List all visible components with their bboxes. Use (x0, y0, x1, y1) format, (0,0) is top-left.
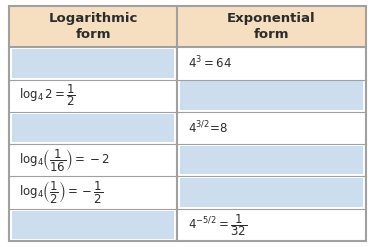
Bar (9, 47, 366, 241)
Text: $\log_4\!\left(\dfrac{1}{16}\right) = -2$: $\log_4\!\left(\dfrac{1}{16}\right) = -2… (19, 147, 110, 173)
Bar (12, 210, 174, 239)
Bar (180, 82, 363, 110)
Bar (180, 146, 363, 174)
Text: $4^3 = 64$: $4^3 = 64$ (188, 55, 232, 72)
Bar (12, 114, 174, 142)
Bar (9, 6, 366, 47)
Text: $4^{-5/2} = \dfrac{1}{32}$: $4^{-5/2} = \dfrac{1}{32}$ (188, 212, 247, 238)
Bar (180, 178, 363, 206)
Text: Exponential
form: Exponential form (227, 12, 315, 41)
Bar (12, 49, 174, 78)
Text: $\log_4 2 = \dfrac{1}{2}$: $\log_4 2 = \dfrac{1}{2}$ (19, 83, 76, 108)
Text: $4^{3/2}\!=\! 8$: $4^{3/2}\!=\! 8$ (188, 120, 228, 136)
Text: $\log_4\!\left(\dfrac{1}{2}\right) = -\dfrac{1}{2}$: $\log_4\!\left(\dfrac{1}{2}\right) = -\d… (19, 179, 103, 206)
Text: Logarithmic
form: Logarithmic form (48, 12, 138, 41)
